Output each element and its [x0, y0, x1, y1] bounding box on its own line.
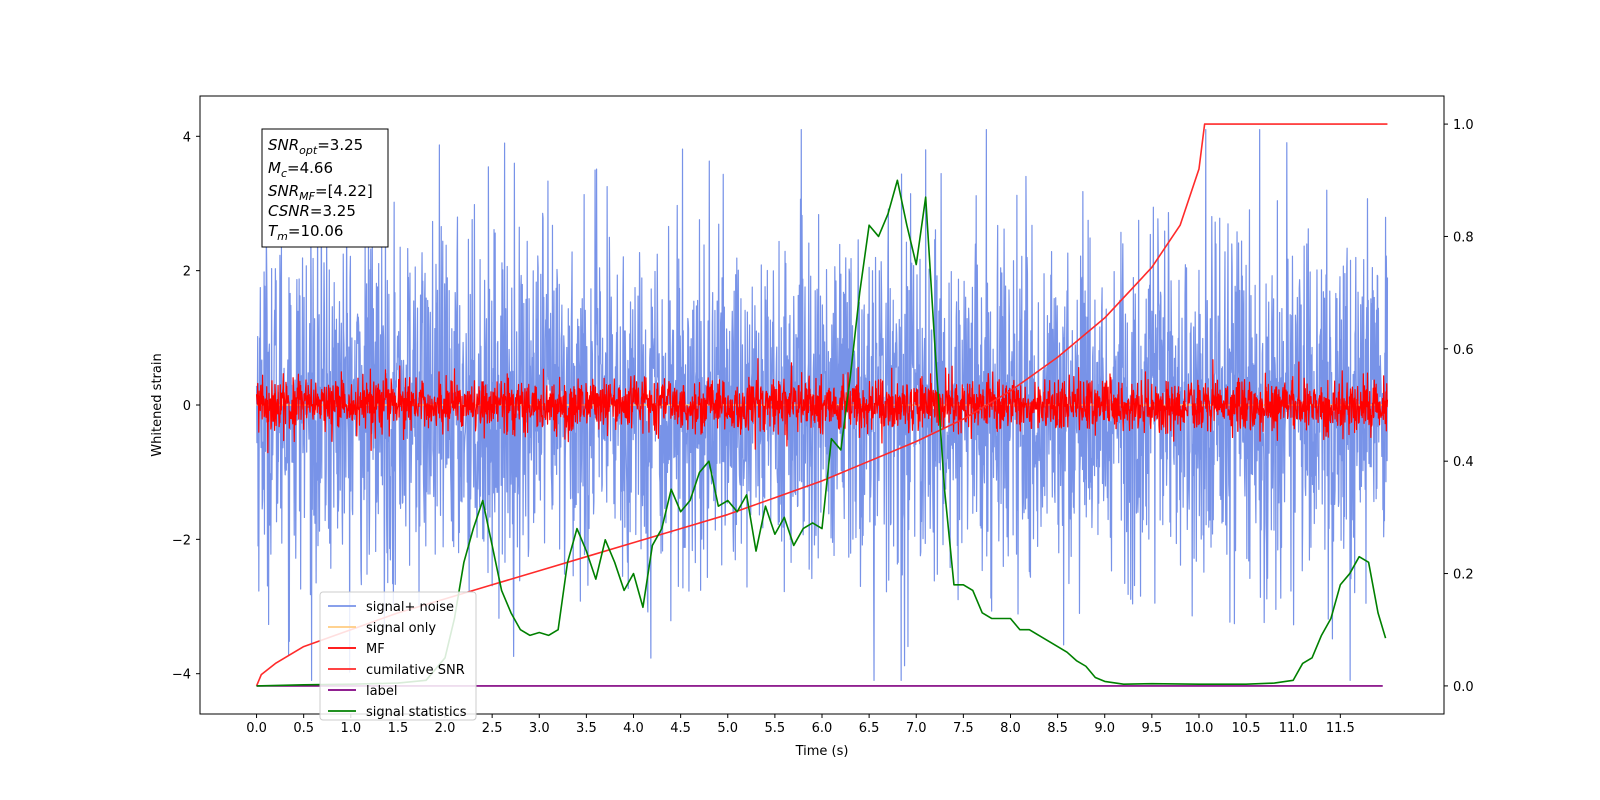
y-tick-label: 4 — [183, 130, 191, 145]
x-tick-label: 5.0 — [717, 721, 738, 736]
x-axis-label: Time (s) — [795, 744, 849, 759]
y-axis-right: 0.0 0.2 0.4 0.6 0.8 1.0 — [1444, 118, 1474, 695]
x-axis: 0.0 0.5 1.0 1.5 2.0 2.5 3.0 3.5 4.0 4.5 5.0 5.5 6.0 6… — [246, 714, 1355, 736]
y2-tick-label: 1.0 — [1453, 118, 1474, 133]
series-mf — [255, 358, 1389, 454]
x-tick-label: 2.5 — [482, 721, 503, 736]
annotation-mc: Mc=4.66 — [268, 159, 333, 180]
x-tick-label: 6.5 — [859, 721, 880, 736]
x-tick-label: 9.0 — [1094, 721, 1115, 736]
x-tick-label: 8.5 — [1047, 721, 1068, 736]
y-axis-left: −4 −2 0 2 4 — [172, 130, 200, 683]
x-tick-label: 11.5 — [1326, 721, 1355, 736]
x-tick-label: 7.5 — [953, 721, 974, 736]
x-tick-label: 8.0 — [1000, 721, 1021, 736]
x-tick-label: 1.0 — [340, 721, 361, 736]
x-tick-label: 3.5 — [576, 721, 597, 736]
x-tick-label: 4.5 — [670, 721, 691, 736]
legend-label-cumilative-snr: cumilative SNR — [366, 663, 465, 678]
y-tick-label: −4 — [172, 668, 191, 683]
x-tick-label: 0.5 — [293, 721, 314, 736]
x-tick-label: 10.5 — [1232, 721, 1261, 736]
x-tick-label: 2.0 — [435, 721, 456, 736]
legend: signal+ noise signal only MF cumilative SNR… — [319, 591, 477, 721]
x-tick-label: 7.0 — [906, 721, 927, 736]
x-tick-label: 6.0 — [812, 721, 833, 736]
annotation-snr-opt: SNRopt=3.25 — [268, 136, 363, 157]
legend-label-mf: MF — [366, 642, 385, 657]
x-tick-label: 11.0 — [1279, 721, 1308, 736]
legend-label-signal-noise: signal+ noise — [366, 600, 454, 615]
y2-tick-label: 0.6 — [1453, 343, 1474, 358]
y2-tick-label: 0.0 — [1453, 680, 1474, 695]
annotation-box: SNRopt=3.25 Mc=4.66 SNRMF=[4.22] CSNR=3.… — [261, 128, 389, 248]
x-tick-label: 9.5 — [1142, 721, 1163, 736]
annotation-tm: Tm=10.06 — [268, 222, 343, 243]
y2-tick-label: 0.8 — [1453, 230, 1474, 245]
annotation-csnr: CSNR=3.25 — [268, 202, 356, 220]
legend-label-signal-only: signal only — [366, 621, 436, 636]
legend-frame — [319, 591, 477, 721]
annotation-snr-mf: SNRMF=[4.22] — [268, 182, 373, 203]
x-tick-label: 0.0 — [246, 721, 267, 736]
y-tick-label: −2 — [172, 533, 191, 548]
x-tick-label: 5.5 — [765, 721, 786, 736]
x-tick-label: 4.0 — [623, 721, 644, 736]
legend-label-signal-statistics: signal statistics — [366, 705, 467, 720]
legend-label-label: label — [366, 684, 397, 699]
x-tick-label: 10.0 — [1184, 721, 1213, 736]
y-axis-label: Whitened strain — [150, 353, 165, 456]
y-tick-label: 2 — [183, 265, 191, 280]
series-signal-statistics — [256, 179, 1387, 687]
x-tick-label: 3.0 — [529, 721, 550, 736]
y2-tick-label: 0.2 — [1453, 568, 1474, 583]
y-tick-label: 0 — [183, 399, 191, 414]
y2-tick-label: 0.4 — [1453, 455, 1474, 470]
x-tick-label: 1.5 — [388, 721, 409, 736]
